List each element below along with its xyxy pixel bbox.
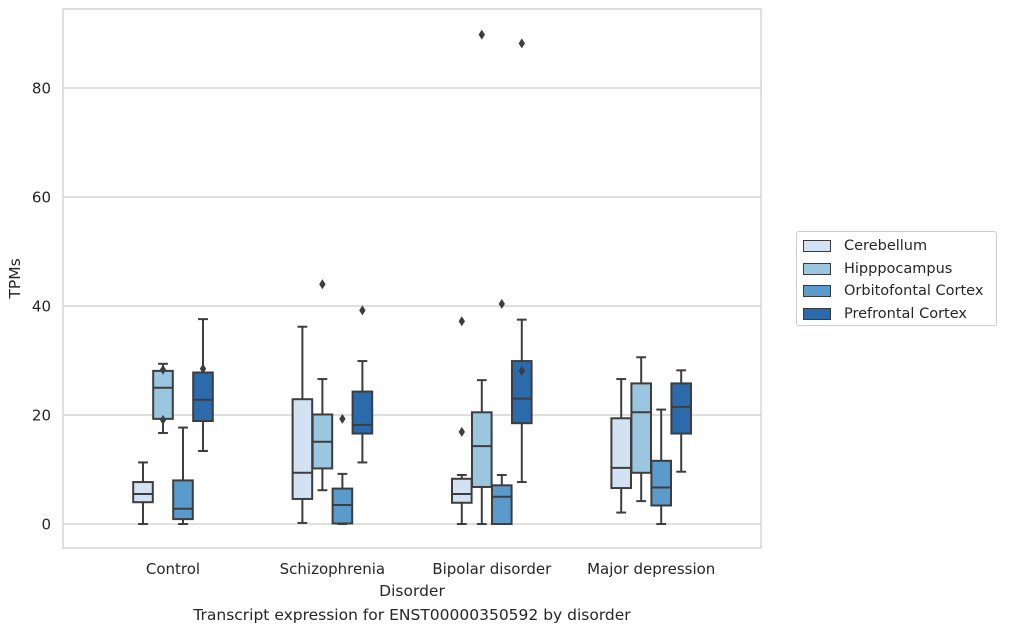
box-body — [132, 481, 154, 504]
box — [650, 408, 673, 526]
legend-swatch-prefrontal-cortex — [803, 307, 831, 320]
box — [630, 356, 653, 503]
outlier-point — [159, 364, 167, 375]
legend-swatch-orbitofontal-cortex — [803, 285, 831, 298]
outlier-point — [478, 29, 485, 40]
legend-item-cerebellum: Cerebellum — [803, 235, 996, 258]
box — [451, 316, 473, 526]
legend-label: Hipppocampus — [844, 260, 953, 277]
box-body — [670, 382, 693, 435]
y-tick-label: 40 — [32, 298, 51, 316]
legend-label: Prefrontal Cortex — [844, 305, 967, 322]
legend-label: Cerebellum — [844, 238, 928, 255]
outlier-point — [339, 413, 346, 424]
box — [491, 298, 513, 526]
box-groups — [132, 29, 693, 526]
x-axis-label: Disorder — [379, 582, 445, 600]
outlier-point — [159, 414, 167, 425]
y-tick-labels: 0 20 40 60 80 — [32, 80, 51, 534]
x-tick-label: Major depression — [587, 560, 715, 578]
box — [331, 413, 354, 526]
outlier-point — [518, 365, 525, 376]
box — [610, 378, 633, 514]
outlier-point — [199, 363, 207, 374]
box — [471, 29, 493, 526]
box — [311, 279, 334, 492]
gridlines — [63, 87, 761, 525]
box-body — [511, 360, 533, 425]
box-body — [331, 487, 354, 525]
legend-swatch-cerebellum — [803, 240, 831, 253]
outlier-point — [319, 279, 326, 290]
box-body — [291, 398, 314, 500]
legend: Cerebellum Hipppocampus Orbitofontal Cor… — [796, 231, 997, 326]
box — [192, 318, 214, 452]
chart-caption: Transcript expression for ENST0000035059… — [193, 606, 631, 624]
box — [152, 362, 174, 435]
box-body — [471, 411, 493, 488]
x-tick-label: Bipolar disorder — [432, 560, 552, 578]
legend-item-prefrontal-cortex: Prefrontal Cortex — [803, 303, 996, 326]
box-body — [172, 479, 194, 521]
outlier-point — [458, 316, 465, 327]
y-tick-label: 0 — [41, 516, 51, 534]
y-tick-label: 60 — [32, 189, 51, 207]
box-body — [192, 371, 214, 423]
box — [291, 325, 314, 524]
box-body — [152, 369, 174, 420]
box — [172, 426, 194, 526]
legend-label: Orbitofontal Cortex — [844, 283, 984, 300]
legend-item-hipppocampus: Hipppocampus — [803, 258, 996, 281]
outlier-point — [458, 426, 465, 437]
outlier-point — [518, 38, 525, 49]
x-tick-label: Control — [146, 560, 200, 578]
box — [351, 305, 374, 464]
y-tick-label: 20 — [32, 407, 51, 425]
x-tick-label: Schizophrenia — [280, 560, 385, 578]
box-body — [351, 390, 374, 435]
legend-swatch-hipppocampus — [803, 262, 831, 275]
box-body — [630, 382, 653, 474]
y-tick-label: 80 — [32, 80, 51, 98]
box — [511, 38, 533, 484]
y-axis-label: TPMs — [6, 258, 24, 299]
plot-frame — [62, 8, 762, 549]
outlier-point — [498, 298, 505, 309]
box — [132, 461, 154, 526]
box-body — [610, 417, 633, 490]
legend-item-orbitofontal-cortex: Orbitofontal Cortex — [803, 280, 996, 303]
box-body — [491, 484, 513, 526]
box-body — [650, 459, 673, 507]
outlier-point — [359, 305, 366, 316]
box-body — [451, 477, 473, 504]
x-tick-labels: Control Schizophrenia Bipolar disorder Majo… — [146, 560, 715, 578]
box — [670, 369, 693, 473]
